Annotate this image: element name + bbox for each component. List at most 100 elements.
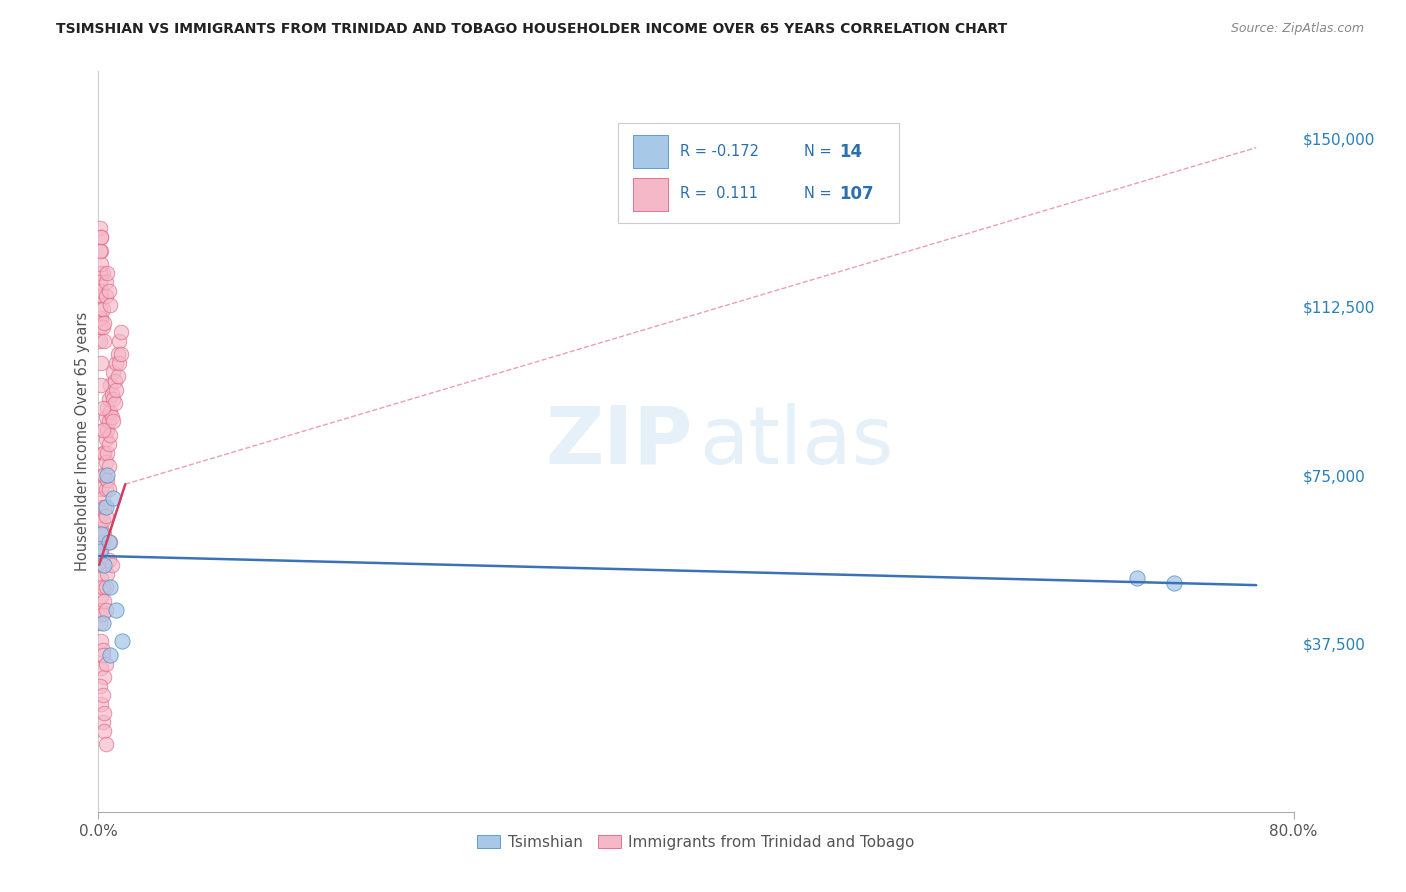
Point <box>108 356 131 370</box>
Point <box>105 356 128 370</box>
Point <box>90 590 112 604</box>
Point <box>90 289 112 303</box>
Point <box>93 316 115 330</box>
Point <box>97 437 120 451</box>
Point <box>89 244 111 258</box>
Bar <box>633 178 668 211</box>
Point <box>90 571 112 585</box>
Point <box>89 603 111 617</box>
Point <box>97 482 120 496</box>
Text: 107: 107 <box>839 185 875 202</box>
Point <box>104 396 127 410</box>
Point <box>91 513 114 527</box>
Point <box>107 369 129 384</box>
Legend: Tsimshian, Immigrants from Trinidad and Tobago: Tsimshian, Immigrants from Trinidad and … <box>471 829 921 856</box>
Point <box>89 334 111 348</box>
Point <box>98 298 122 312</box>
Point <box>90 356 112 370</box>
Point <box>94 275 117 289</box>
Point <box>97 459 120 474</box>
Y-axis label: Householder Income Over 65 years: Householder Income Over 65 years <box>75 312 90 571</box>
Text: 14: 14 <box>839 143 862 161</box>
Point <box>91 302 114 317</box>
Point <box>105 603 128 617</box>
Point <box>90 230 112 244</box>
Point <box>96 446 118 460</box>
Point <box>90 634 112 648</box>
Point <box>91 714 114 729</box>
Point <box>111 634 134 648</box>
Point <box>91 648 114 662</box>
Point <box>101 558 124 572</box>
Point <box>94 738 117 752</box>
Point <box>89 320 111 334</box>
Point <box>1163 575 1185 590</box>
Point <box>94 409 117 424</box>
Point <box>97 535 120 549</box>
Point <box>98 378 122 392</box>
Point <box>103 365 125 379</box>
Point <box>91 401 114 415</box>
Point <box>89 679 111 693</box>
Point <box>101 387 124 401</box>
Text: R =  0.111: R = 0.111 <box>681 186 758 202</box>
Point <box>103 491 125 505</box>
Point <box>89 311 111 326</box>
Point <box>89 221 111 235</box>
Point <box>89 513 111 527</box>
Point <box>97 553 120 567</box>
Point <box>93 723 115 738</box>
Point <box>90 544 112 558</box>
Point <box>108 334 131 348</box>
Point <box>96 266 118 280</box>
Point <box>90 230 112 244</box>
Point <box>89 544 111 558</box>
Point <box>90 661 112 675</box>
Point <box>110 325 132 339</box>
Point <box>89 558 111 572</box>
Text: TSIMSHIAN VS IMMIGRANTS FROM TRINIDAD AND TOBAGO HOUSEHOLDER INCOME OVER 65 YEAR: TSIMSHIAN VS IMMIGRANTS FROM TRINIDAD AN… <box>56 22 1008 37</box>
Text: Source: ZipAtlas.com: Source: ZipAtlas.com <box>1230 22 1364 36</box>
Point <box>103 392 125 406</box>
Text: R = -0.172: R = -0.172 <box>681 145 759 159</box>
Point <box>104 374 127 388</box>
Point <box>91 643 114 657</box>
FancyBboxPatch shape <box>619 123 900 223</box>
Point <box>93 706 115 720</box>
Point <box>94 657 117 671</box>
Point <box>91 580 114 594</box>
Text: N =: N = <box>804 145 835 159</box>
Point <box>91 491 114 505</box>
Point <box>89 302 111 317</box>
Point <box>90 257 112 271</box>
Point <box>97 284 120 298</box>
Point <box>91 446 114 460</box>
Point <box>89 535 111 549</box>
Text: N =: N = <box>804 186 835 202</box>
Point <box>89 266 111 280</box>
Point <box>103 414 125 428</box>
Point <box>98 405 122 419</box>
Point <box>91 688 114 702</box>
Point <box>93 468 115 483</box>
Point <box>93 500 115 514</box>
Point <box>96 423 118 437</box>
Point <box>97 392 120 406</box>
Point <box>94 289 117 303</box>
Point <box>90 378 112 392</box>
Point <box>101 409 124 424</box>
Point <box>94 482 117 496</box>
Point <box>110 347 132 361</box>
Point <box>93 446 115 460</box>
Point <box>91 535 114 549</box>
Point <box>94 508 117 523</box>
Point <box>91 616 114 631</box>
Point <box>93 558 115 572</box>
Point <box>105 383 128 397</box>
Point <box>107 347 129 361</box>
Point <box>94 455 117 469</box>
Point <box>90 244 112 258</box>
Point <box>94 580 117 594</box>
Point <box>1125 571 1147 585</box>
Point <box>98 535 122 549</box>
